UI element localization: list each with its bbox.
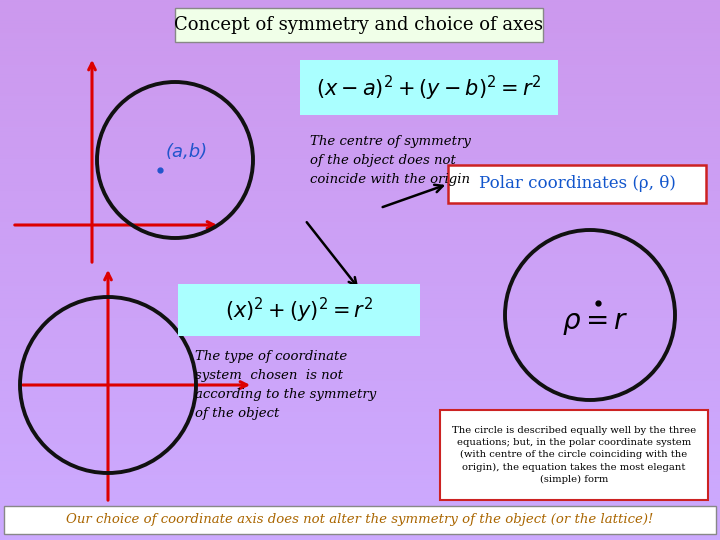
FancyBboxPatch shape — [440, 410, 708, 500]
FancyBboxPatch shape — [178, 284, 420, 336]
FancyBboxPatch shape — [4, 506, 716, 534]
Text: Concept of symmetry and choice of axes: Concept of symmetry and choice of axes — [174, 16, 544, 34]
Text: (a,b): (a,b) — [166, 143, 208, 161]
Text: $(x)^2+(y)^2=r^2$: $(x)^2+(y)^2=r^2$ — [225, 295, 373, 325]
Text: The circle is described equally well by the three
equations; but, in the polar c: The circle is described equally well by … — [452, 426, 696, 484]
Text: Polar coordinates (ρ, θ): Polar coordinates (ρ, θ) — [479, 176, 675, 192]
Text: Our choice of coordinate axis does not alter the symmetry of the object (or the : Our choice of coordinate axis does not a… — [66, 514, 654, 526]
FancyBboxPatch shape — [448, 165, 706, 203]
FancyBboxPatch shape — [175, 8, 543, 42]
Text: $(x-a)^2+(y-b)^2=r^2$: $(x-a)^2+(y-b)^2=r^2$ — [316, 73, 541, 103]
FancyBboxPatch shape — [300, 60, 558, 115]
Text: The type of coordinate
system  chosen  is not
according to the symmetry
of the o: The type of coordinate system chosen is … — [195, 350, 377, 420]
Text: $\rho=r$: $\rho=r$ — [562, 309, 629, 337]
Text: The centre of symmetry
of the object does not
coincide with the origin: The centre of symmetry of the object doe… — [310, 135, 471, 186]
